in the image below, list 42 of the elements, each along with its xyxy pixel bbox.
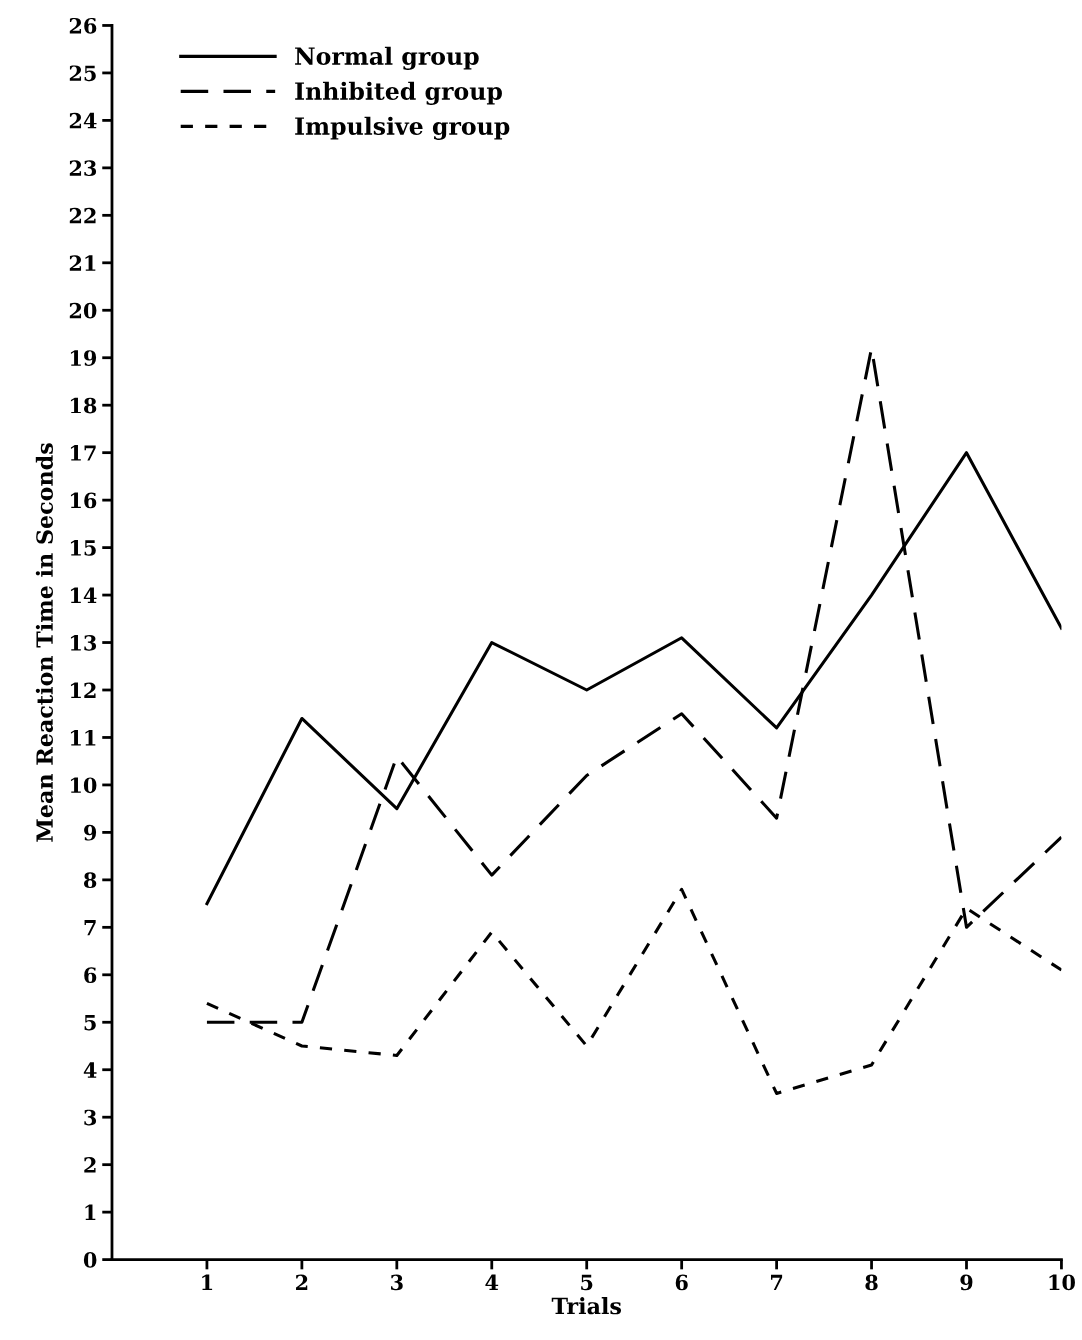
y-tick-label: 16 [70,492,97,509]
legend-label: Inhibited group [295,81,502,105]
y-tick-label: 6 [84,967,97,984]
y-tick-label: 12 [70,682,96,698]
y-tick-label: 3 [84,1109,97,1126]
y-tick-label: 17 [70,445,96,461]
y-tick-label: 14 [70,587,97,603]
y-tick-label: 24 [69,112,97,129]
y-tick-label: 2 [84,1157,96,1173]
y-tick-label: 1 [85,1204,96,1221]
x-tick-label: 1 [202,1274,213,1291]
y-tick-label: 9 [84,824,97,841]
x-axis-title: Trials [551,1297,622,1315]
y-tick-label: 8 [83,872,97,889]
y-tick-label: 15 [70,540,96,556]
y-tick-label: 19 [70,350,97,366]
x-tick-label: 9 [960,1274,973,1291]
y-tick-label: 13 [70,634,97,651]
y-tick-label: 0 [83,1252,97,1268]
legend-label: Normal group [295,46,479,70]
x-tick-label: 3 [391,1274,403,1291]
y-tick-label: 21 [69,255,96,271]
y-tick-label: 23 [69,160,97,177]
x-tick-label: 6 [675,1274,688,1291]
y-tick-label: 18 [70,397,97,414]
y-tick-label: 25 [69,65,96,82]
y-tick-label: 20 [69,302,97,319]
x-tick-label: 8 [865,1274,878,1291]
y-tick-label: 26 [69,17,97,34]
y-tick-label: 5 [84,1014,96,1031]
legend-label: Impulsive group [295,116,510,140]
x-tick-label: 10 [1049,1274,1075,1291]
y-tick-label: 4 [83,1062,97,1078]
x-tick-label: 7 [771,1274,783,1291]
x-tick-label: 4 [485,1274,499,1291]
y-tick-label: 22 [69,207,96,224]
x-tick-label: 5 [581,1274,593,1291]
y-tick-label: 11 [70,729,96,746]
y-tick-label: 10 [70,777,97,794]
y-axis-title: Mean Reaction Time in Seconds [35,443,53,842]
y-tick-label: 7 [84,920,96,936]
x-tick-label: 2 [296,1274,308,1291]
